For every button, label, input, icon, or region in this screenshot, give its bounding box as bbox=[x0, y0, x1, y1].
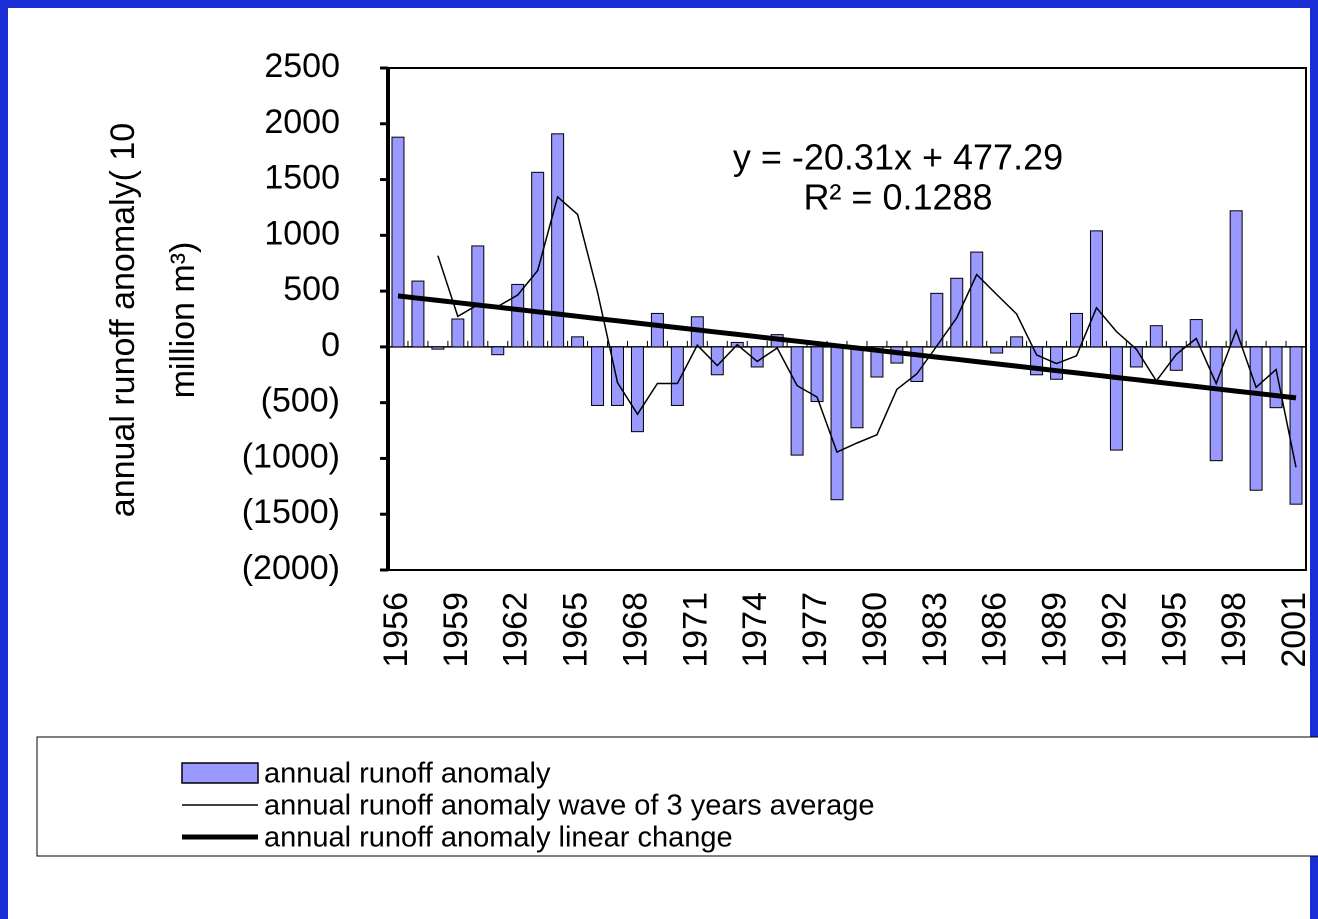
bar bbox=[810, 346, 824, 403]
y-axis-label: million m³) bbox=[164, 242, 202, 399]
bar bbox=[1070, 312, 1083, 348]
legend-label: annual runoff anomaly bbox=[264, 758, 551, 790]
bar bbox=[1089, 230, 1103, 348]
x-tick-label: 1992 bbox=[1095, 592, 1133, 668]
line bbox=[437, 195, 1297, 468]
r-squared: R² = 0.1288 bbox=[803, 177, 992, 218]
bar bbox=[431, 346, 445, 350]
bar bbox=[910, 346, 924, 382]
x-tick-label: 1998 bbox=[1215, 592, 1253, 668]
y-tick-label: (2000) bbox=[242, 549, 340, 587]
y-tick-label: 1500 bbox=[264, 159, 340, 197]
bar bbox=[830, 346, 844, 501]
bar bbox=[790, 346, 804, 456]
bar bbox=[1149, 325, 1163, 348]
x-tick-label: 1980 bbox=[856, 592, 894, 668]
bar bbox=[990, 346, 1004, 354]
x-tick-label: 1968 bbox=[616, 592, 654, 668]
x-tick-label: 1977 bbox=[796, 592, 834, 668]
bar bbox=[411, 280, 425, 348]
bar bbox=[650, 312, 664, 348]
y-tick-label: (1000) bbox=[242, 437, 340, 475]
bar bbox=[611, 346, 624, 406]
bar bbox=[670, 346, 684, 406]
bar bbox=[1289, 346, 1303, 505]
line bbox=[397, 293, 1297, 401]
legend-label: annual runoff anomaly linear change bbox=[264, 822, 733, 854]
y-tick-label: (500) bbox=[261, 382, 340, 420]
bar bbox=[491, 346, 505, 356]
bar bbox=[451, 318, 465, 348]
x-tick-label: 1989 bbox=[1036, 592, 1074, 668]
y-tick-label: 0 bbox=[321, 326, 340, 364]
bar bbox=[551, 133, 565, 348]
x-tick-label: 1965 bbox=[557, 592, 595, 668]
bar bbox=[710, 346, 724, 376]
bar bbox=[970, 251, 984, 348]
bar bbox=[531, 171, 545, 348]
y-tick-label: 500 bbox=[283, 270, 340, 308]
x-tick-label: 1983 bbox=[916, 592, 954, 668]
bar bbox=[1129, 346, 1143, 368]
bar bbox=[1269, 346, 1283, 409]
bar bbox=[1229, 210, 1243, 348]
x-tick-label: 1956 bbox=[377, 592, 415, 668]
y-tick-label: 2500 bbox=[264, 47, 340, 85]
bar bbox=[391, 136, 405, 348]
y-tick-label: 1000 bbox=[264, 214, 340, 252]
x-tick-label: 1971 bbox=[676, 592, 714, 668]
x-tick-label: 1959 bbox=[437, 592, 475, 668]
bar bbox=[850, 346, 864, 429]
y-axis-label: annual runoff anomaly( 10 bbox=[104, 123, 142, 517]
equation: y = -20.31x + 477.29 bbox=[733, 137, 1063, 178]
bar bbox=[511, 283, 525, 348]
bar bbox=[870, 346, 884, 378]
bar bbox=[1030, 346, 1044, 376]
bar bbox=[950, 277, 964, 348]
bar bbox=[471, 245, 485, 348]
x-tick-label: 1995 bbox=[1155, 592, 1193, 668]
bar bbox=[630, 346, 644, 433]
legend-swatch bbox=[181, 762, 259, 784]
x-tick-label: 1986 bbox=[976, 592, 1014, 668]
y-tick-label: (1500) bbox=[242, 493, 340, 531]
bar bbox=[1169, 346, 1183, 371]
y-tick-label: 2000 bbox=[264, 103, 340, 141]
x-tick-label: 1962 bbox=[497, 592, 535, 668]
bar bbox=[591, 346, 605, 406]
bar bbox=[1189, 319, 1203, 348]
x-tick-label: 1974 bbox=[736, 592, 774, 668]
bar bbox=[1010, 336, 1024, 348]
bar bbox=[571, 336, 585, 348]
legend-label: annual runoff anomaly wave of 3 years av… bbox=[264, 790, 874, 822]
x-tick-label: 2001 bbox=[1275, 592, 1313, 668]
bar bbox=[1109, 346, 1123, 451]
bar bbox=[1249, 346, 1263, 491]
bar bbox=[1209, 346, 1223, 462]
